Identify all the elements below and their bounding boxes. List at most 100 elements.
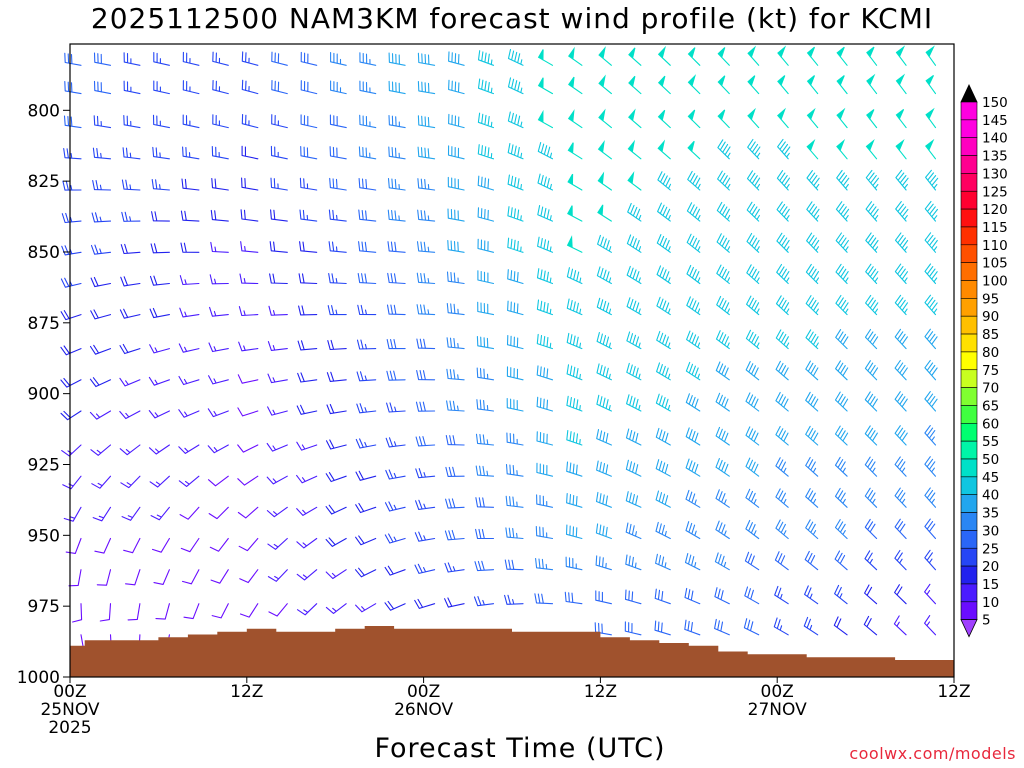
colorbar-swatch: [960, 512, 978, 531]
wind-barb: [238, 306, 259, 317]
wind-barb: [207, 408, 229, 418]
wind-barb: [536, 365, 554, 381]
wind-barb: [895, 201, 909, 222]
wind-barb: [119, 343, 141, 355]
wind-barb: [445, 498, 465, 509]
wind-barb: [717, 75, 730, 95]
colorbar-tick-label: 5: [982, 613, 991, 629]
wind-barb: [325, 472, 347, 483]
wind-barb: [717, 47, 730, 66]
wind-barb: [152, 146, 170, 160]
wind-barb: [61, 444, 82, 457]
colorbar-tick-label: 125: [982, 184, 1008, 200]
wind-barb: [328, 209, 347, 222]
wind-barb: [776, 263, 790, 285]
wind-barb: [151, 211, 170, 222]
wind-barb: [716, 295, 730, 316]
wind-barb: [300, 146, 318, 160]
wind-barb: [506, 366, 524, 381]
credit-text: coolwx.com/models: [849, 744, 1016, 763]
wind-barb: [537, 109, 554, 129]
colorbar-swatch: [960, 405, 978, 424]
colorbar-tick-label: 130: [982, 166, 1008, 182]
wind-barb: [237, 407, 259, 417]
wind-barb: [91, 212, 112, 223]
wind-barb: [328, 241, 347, 253]
wind-barb: [119, 444, 141, 456]
wind-barb: [211, 146, 229, 160]
x-tick-label: 12Z: [584, 682, 617, 702]
wind-barb: [182, 146, 200, 160]
wind-barb: [122, 147, 141, 160]
wind-barb: [537, 49, 554, 66]
colorbar-under-triangle: [960, 619, 978, 638]
wind-barb: [476, 399, 495, 412]
wind-barb: [153, 52, 170, 66]
wind-barb: [150, 243, 170, 254]
wind-barb: [386, 402, 406, 413]
wind-barb: [684, 619, 701, 636]
wind-barb: [60, 277, 82, 288]
wind-barb: [566, 461, 583, 477]
wind-barb: [775, 425, 789, 446]
wind-barb: [507, 48, 524, 66]
wind-barb: [657, 171, 672, 191]
wind-barb: [90, 309, 112, 320]
wind-barb: [237, 506, 259, 519]
wind-barb: [687, 170, 701, 191]
wind-barb: [685, 361, 701, 381]
wind-barb: [627, 139, 642, 160]
wind-barb: [834, 519, 848, 540]
colorbar-tick-label: 40: [982, 488, 999, 504]
wind-barb: [627, 202, 642, 222]
wind-barb: [123, 115, 141, 129]
wind-barb: [61, 245, 82, 256]
wind-barb: [805, 425, 819, 446]
wind-barb: [179, 506, 200, 520]
wind-barb: [745, 329, 760, 350]
wind-barb: [566, 298, 583, 316]
wind-barb: [330, 80, 347, 95]
wind-barb: [239, 569, 259, 584]
wind-barb: [777, 107, 789, 129]
wind-barb: [414, 563, 436, 574]
wind-barb: [776, 170, 791, 191]
wind-barb: [152, 114, 170, 129]
wind-barb: [241, 177, 259, 191]
wind-barb: [387, 272, 406, 285]
colorbar-tick-label: 115: [982, 220, 1008, 236]
wind-barb: [447, 208, 465, 222]
wind-barb: [537, 77, 554, 95]
wind-barb: [834, 456, 848, 477]
wind-barb: [805, 519, 819, 540]
wind-barb: [298, 273, 318, 285]
y-tick-label: 875: [28, 314, 60, 334]
wind-barb: [387, 241, 406, 253]
wind-barb: [149, 307, 170, 319]
wind-barb: [444, 597, 465, 608]
wind-barb: [62, 475, 82, 490]
wind-barb: [386, 339, 406, 350]
wind-barb: [564, 591, 583, 605]
wind-barb: [180, 537, 200, 553]
wind-barb: [625, 428, 642, 446]
wind-barb: [208, 342, 229, 353]
wind-barb: [686, 296, 701, 316]
wind-barb: [628, 108, 642, 129]
wind-barb: [89, 377, 112, 388]
wind-barb: [835, 201, 850, 222]
wind-barb: [270, 145, 288, 160]
wind-barb: [655, 490, 671, 508]
wind-barb: [625, 554, 642, 571]
wind-barb: [325, 569, 347, 580]
x-tick-label: 26NOV: [394, 700, 453, 720]
wind-barb: [296, 603, 318, 616]
wind-barb: [506, 432, 524, 446]
colorbar-tick-label: 120: [982, 202, 1008, 218]
wind-barb: [568, 76, 583, 95]
wind-barb: [299, 209, 318, 222]
y-tick-label: 975: [28, 597, 60, 617]
wind-barb: [415, 499, 436, 510]
wind-barb: [123, 52, 141, 66]
